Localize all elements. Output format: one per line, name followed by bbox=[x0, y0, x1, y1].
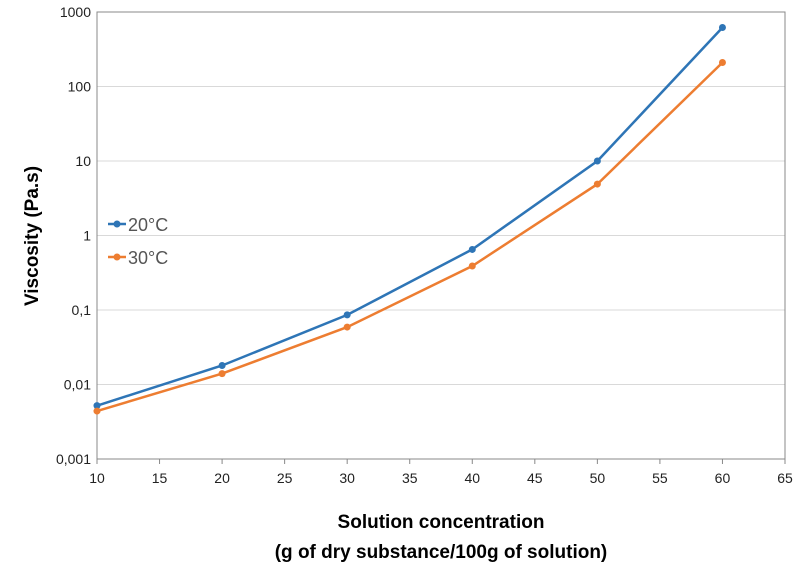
data-point bbox=[93, 402, 101, 410]
y-tick-label: 10 bbox=[75, 153, 91, 169]
x-tick-label: 30 bbox=[339, 470, 355, 486]
data-point bbox=[593, 180, 601, 188]
legend-marker bbox=[113, 253, 121, 261]
x-axis-title-line2: (g of dry substance/100g of solution) bbox=[275, 542, 608, 563]
data-point bbox=[468, 245, 476, 253]
series-line-1 bbox=[96, 61, 724, 413]
y-tick-label: 1 bbox=[83, 228, 91, 244]
legend-label: 30°C bbox=[128, 248, 168, 268]
x-tick-label: 20 bbox=[214, 470, 230, 486]
legend-label: 20°C bbox=[128, 215, 168, 235]
legend-marker bbox=[113, 220, 121, 228]
x-tick-label: 50 bbox=[590, 470, 606, 486]
y-axis: 0,001 0,01 0,1 1 10 100 1000 bbox=[56, 4, 91, 467]
data-point bbox=[343, 323, 351, 331]
x-tick-label: 10 bbox=[89, 470, 105, 486]
x-tick-label: 40 bbox=[464, 470, 480, 486]
x-tick-label: 55 bbox=[652, 470, 668, 486]
y-tick-label: 0,001 bbox=[56, 451, 91, 467]
data-point bbox=[343, 311, 351, 319]
legend: 20°C 30°C bbox=[108, 215, 168, 268]
x-tick-label: 15 bbox=[152, 470, 168, 486]
series-line-0 bbox=[96, 26, 724, 407]
x-tick-label: 45 bbox=[527, 470, 543, 486]
x-tick-label: 25 bbox=[277, 470, 293, 486]
x-axis-title: Solution concentration bbox=[338, 512, 545, 533]
grid bbox=[97, 86, 785, 385]
series-group bbox=[93, 23, 726, 415]
y-axis-title: Viscosity (Pa.s) bbox=[22, 166, 43, 306]
y-tick-label: 100 bbox=[68, 79, 92, 95]
y-tick-label: 0,1 bbox=[72, 302, 92, 318]
data-point bbox=[93, 407, 101, 415]
data-point bbox=[218, 361, 226, 369]
x-tick-label: 35 bbox=[402, 470, 418, 486]
x-tick-label: 65 bbox=[777, 470, 793, 486]
plot-area bbox=[96, 11, 786, 460]
data-point bbox=[218, 370, 226, 378]
data-point bbox=[718, 23, 726, 31]
y-tick-label: 1000 bbox=[60, 4, 91, 20]
data-point bbox=[593, 157, 601, 165]
data-point bbox=[468, 262, 476, 270]
data-point bbox=[718, 58, 726, 66]
y-tick-label: 0,01 bbox=[64, 377, 91, 393]
x-tick-label: 60 bbox=[715, 470, 731, 486]
x-axis: 10 15 20 25 30 35 40 45 50 55 60 65 bbox=[89, 459, 793, 486]
